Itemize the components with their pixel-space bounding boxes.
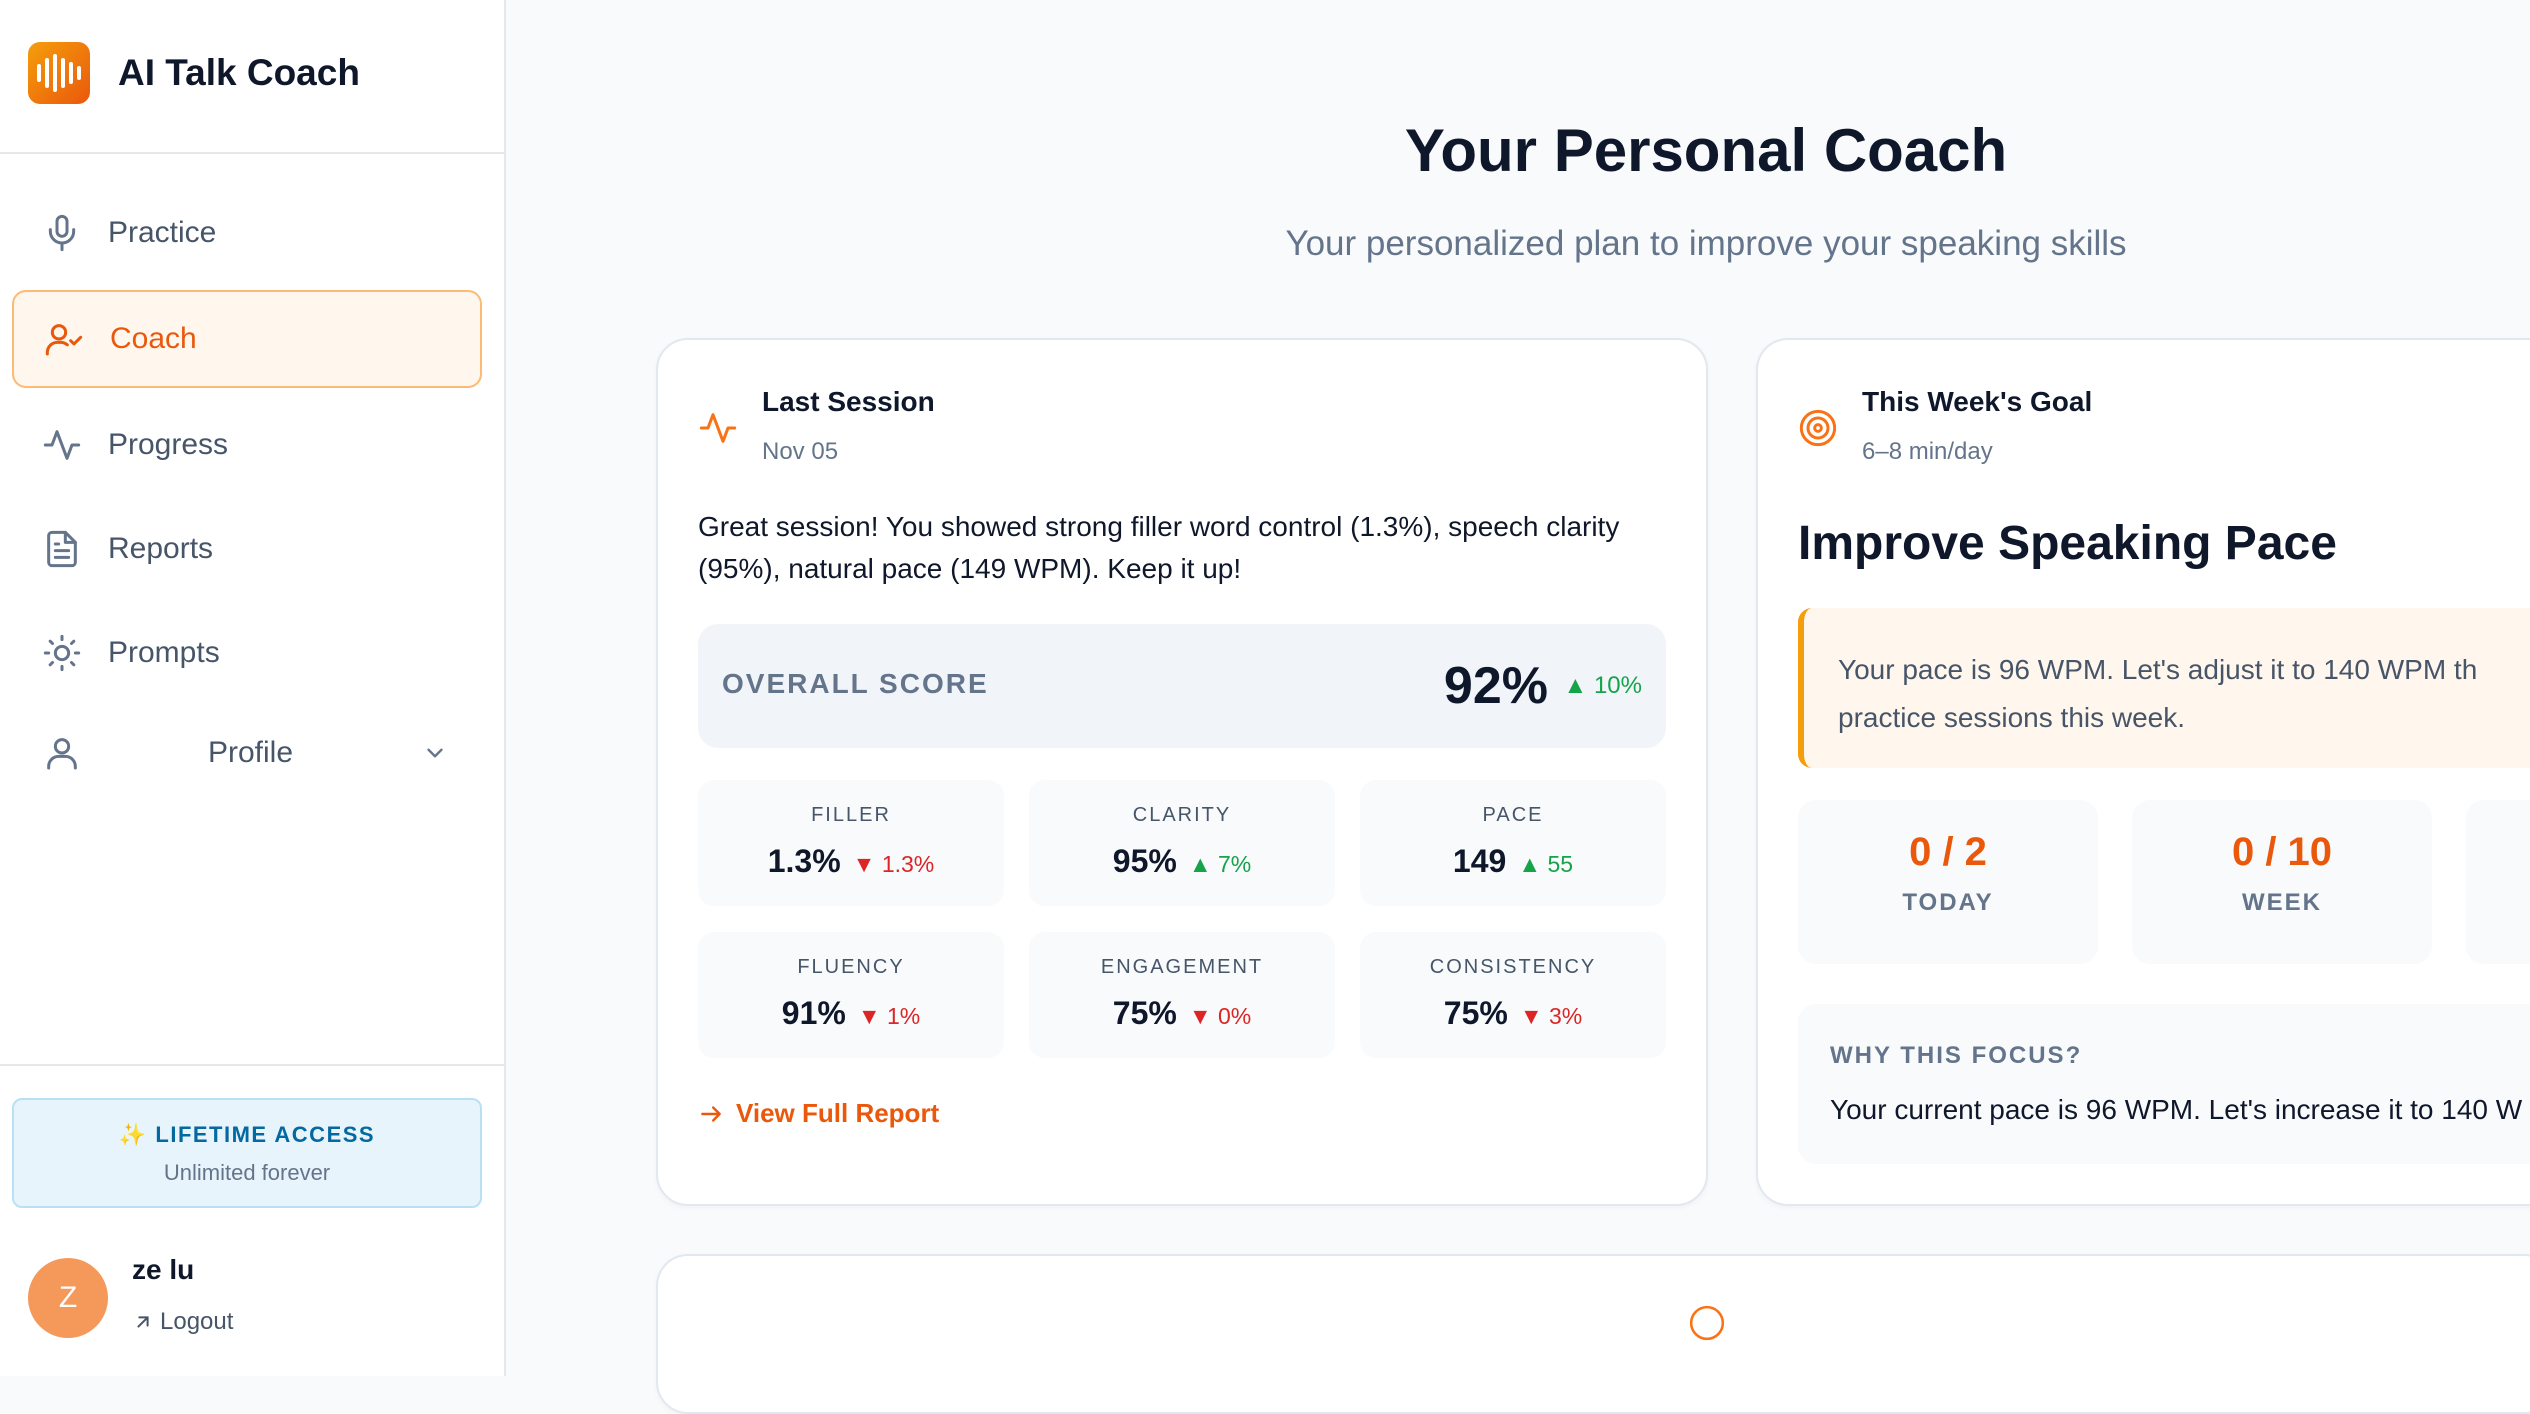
- activity-icon: [43, 430, 81, 460]
- metric-label: ENGAGEMENT: [1100, 956, 1264, 978]
- plan-badge: ✨ LIFETIME ACCESS Unlimited forever: [12, 1098, 482, 1208]
- chevron-down-icon[interactable]: [422, 740, 448, 766]
- metric-value: 95%: [1112, 843, 1177, 879]
- metric-delta: ▼ 0%: [1188, 1003, 1252, 1029]
- user-check-icon: [45, 324, 83, 356]
- microphone-icon: [48, 214, 76, 252]
- metric-value: 91%: [781, 995, 846, 1031]
- goal-description: Your pace is 96 WPM. Let's adjust it to …: [1798, 608, 2530, 768]
- last-session-title: Last Session: [762, 386, 935, 417]
- stat-partial: [2466, 800, 2530, 964]
- metric-delta: ▼ 1%: [857, 1003, 921, 1029]
- loading-card: [656, 1254, 2530, 1414]
- sidebar-item-progress[interactable]: Progress: [12, 396, 482, 494]
- stat-week: 0 / 10 WEEK: [2132, 800, 2432, 964]
- page-title: Your Personal Coach: [1404, 117, 2008, 184]
- metric-fluency: FLUENCY 91% ▼ 1%: [698, 932, 1004, 1058]
- sidebar-item-label: Coach: [110, 322, 197, 355]
- stat-label: TODAY: [1902, 889, 1994, 916]
- overall-score: OVERALL SCORE 92% ▲ 10%: [698, 624, 1666, 748]
- sidebar-item-practice[interactable]: Practice: [12, 184, 482, 282]
- sidebar-item-profile[interactable]: Profile: [12, 704, 482, 802]
- weekly-goal-subtitle: 6–8 min/day: [1862, 438, 1993, 465]
- sidebar: AI Talk Coach Practice Coach Progress Re…: [0, 0, 506, 1376]
- metric-delta: ▲ 7%: [1188, 851, 1252, 877]
- view-full-report-label: View Full Report: [736, 1098, 940, 1128]
- stat-value: 0 / 10: [2231, 830, 2333, 874]
- goal-description-line: Your pace is 96 WPM. Let's adjust it to …: [1838, 654, 2478, 685]
- view-full-report-link[interactable]: View Full Report: [698, 1098, 939, 1129]
- sidebar-item-label: Practice: [108, 216, 217, 249]
- sidebar-item-label: Profile: [208, 736, 294, 769]
- logo-icon: [28, 42, 90, 104]
- metric-label: FILLER: [811, 804, 891, 826]
- why-this-focus: WHY THIS FOCUS? Your current pace is 96 …: [1798, 1004, 2530, 1164]
- sidebar-item-label: Prompts: [108, 636, 220, 669]
- goal-description-line: practice sessions this week.: [1838, 702, 2186, 733]
- metric-value: 75%: [1443, 995, 1508, 1031]
- metric-value: 149: [1452, 843, 1507, 879]
- metric-engagement: ENGAGEMENT 75% ▼ 0%: [1029, 932, 1335, 1058]
- metric-clarity: CLARITY 95% ▲ 7%: [1029, 780, 1335, 906]
- user-name: ze lu: [132, 1254, 195, 1285]
- logout-button[interactable]: Logout: [132, 1308, 233, 1336]
- why-body: Your current pace is 96 WPM. Let's incre…: [1830, 1094, 2523, 1125]
- sidebar-divider: [0, 152, 504, 154]
- last-session-date: Nov 05: [762, 438, 839, 465]
- sidebar-item-label: Progress: [108, 428, 229, 461]
- weekly-goal-title: This Week's Goal: [1862, 386, 2093, 417]
- arrow-up-right-icon: [137, 1316, 149, 1328]
- stat-label: WEEK: [2242, 889, 2322, 916]
- overall-score-value: 92%: [1443, 657, 1548, 715]
- page-subtitle: Your personalized plan to improve your s…: [1285, 224, 2127, 263]
- target-icon: [1799, 409, 1837, 447]
- metric-consistency: CONSISTENCY 75% ▼ 3%: [1360, 932, 1666, 1058]
- brand[interactable]: AI Talk Coach: [28, 42, 360, 104]
- metric-label: FLUENCY: [797, 956, 905, 978]
- metric-value: 75%: [1112, 995, 1177, 1031]
- why-title: WHY THIS FOCUS?: [1830, 1042, 2083, 1069]
- sidebar-item-prompts[interactable]: Prompts: [12, 604, 482, 702]
- last-session-card: [656, 338, 1708, 1206]
- arrow-right-icon: [701, 1105, 721, 1122]
- logout-label: Logout: [160, 1308, 234, 1335]
- document-icon: [47, 530, 77, 568]
- sidebar-item-reports[interactable]: Reports: [12, 500, 482, 598]
- avatar[interactable]: Z: [28, 1258, 108, 1338]
- sun-icon: [43, 634, 81, 672]
- plan-title: ✨ LIFETIME ACCESS: [118, 1122, 376, 1147]
- metric-value: 1.3%: [767, 843, 841, 879]
- activity-icon: [699, 413, 737, 443]
- overall-score-label: OVERALL SCORE: [722, 668, 989, 699]
- metric-delta: ▼ 3%: [1519, 1003, 1583, 1029]
- overall-score-delta: ▲ 10%: [1563, 672, 1642, 699]
- metric-delta: ▼ 1.3%: [852, 851, 935, 877]
- sidebar-item-label: Reports: [108, 532, 214, 565]
- goal-heading: Improve Speaking Pace: [1798, 517, 2337, 570]
- loading-spinner-icon: [1689, 1305, 1725, 1341]
- sidebar-item-coach[interactable]: Coach: [12, 290, 482, 388]
- metric-label: PACE: [1482, 804, 1544, 826]
- session-summary: Great session! You showed strong filler …: [698, 511, 1620, 584]
- stat-today: 0 / 2 TODAY: [1798, 800, 2098, 964]
- sidebar-divider: [0, 1064, 504, 1066]
- metric-label: CONSISTENCY: [1429, 956, 1597, 978]
- plan-subtitle: Unlimited forever: [163, 1160, 331, 1185]
- metric-pace: PACE 149 ▲ 55: [1360, 780, 1666, 906]
- metric-filler: FILLER 1.3% ▼ 1.3%: [698, 780, 1004, 906]
- brand-name: AI Talk Coach: [118, 52, 360, 93]
- metric-delta: ▲ 55: [1518, 851, 1574, 877]
- user-icon: [47, 738, 77, 770]
- stat-value: 0 / 2: [1909, 830, 1987, 874]
- metric-label: CLARITY: [1132, 804, 1232, 826]
